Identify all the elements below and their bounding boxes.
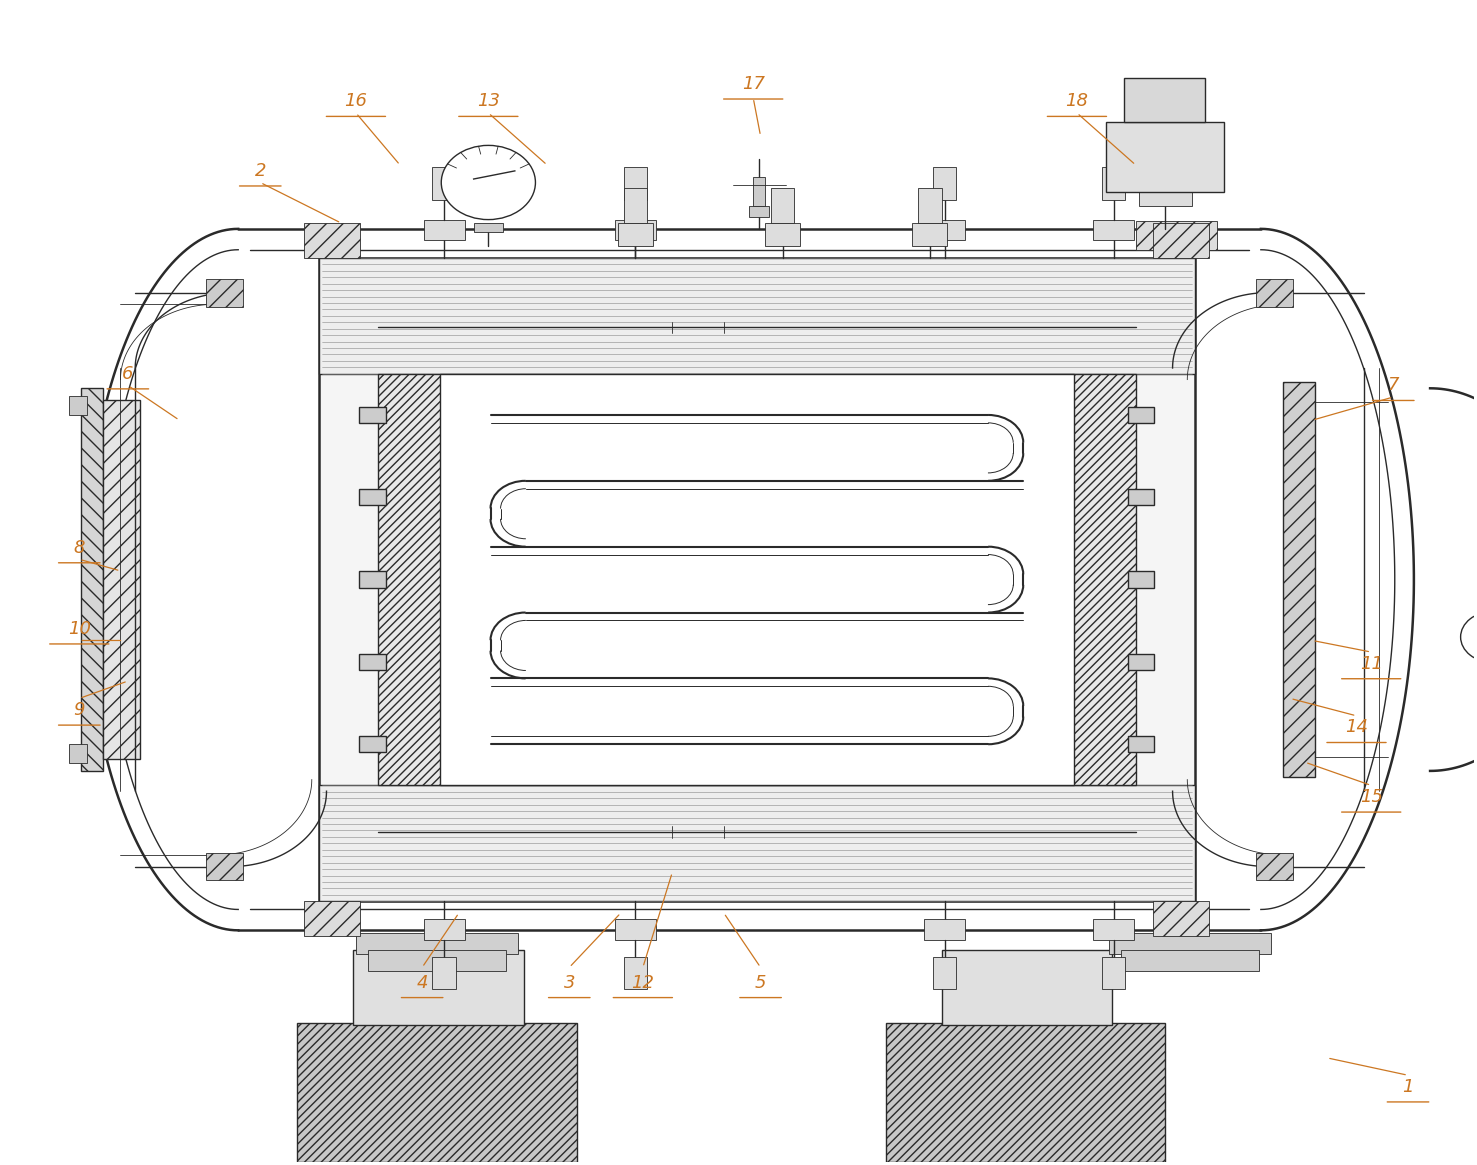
- Bar: [1109, 933, 1272, 953]
- Bar: [1284, 382, 1316, 777]
- Bar: [1102, 956, 1125, 989]
- Bar: [205, 278, 242, 306]
- Bar: [1154, 902, 1210, 937]
- Bar: [359, 407, 385, 423]
- Bar: [1074, 374, 1136, 785]
- Text: 17: 17: [741, 75, 765, 93]
- Bar: [1257, 853, 1294, 881]
- Bar: [941, 949, 1112, 1025]
- Circle shape: [442, 146, 536, 219]
- Bar: [359, 736, 385, 753]
- Text: 4: 4: [417, 974, 428, 991]
- Bar: [103, 400, 140, 760]
- Bar: [614, 219, 656, 240]
- Circle shape: [1461, 612, 1477, 663]
- Bar: [297, 1023, 576, 1163]
- Bar: [1128, 407, 1155, 423]
- Bar: [1139, 192, 1192, 206]
- Bar: [440, 374, 1074, 785]
- Text: 3: 3: [564, 974, 575, 991]
- Bar: [623, 168, 647, 200]
- Bar: [304, 902, 360, 937]
- Bar: [304, 223, 360, 257]
- Text: 10: 10: [68, 620, 90, 638]
- Bar: [623, 956, 647, 989]
- Text: 15: 15: [1360, 788, 1382, 806]
- Bar: [433, 168, 456, 200]
- Bar: [1128, 736, 1155, 753]
- Bar: [614, 919, 656, 940]
- Bar: [205, 853, 242, 881]
- Text: 18: 18: [1065, 92, 1089, 111]
- Bar: [1106, 122, 1224, 192]
- Bar: [617, 223, 653, 246]
- Bar: [1093, 919, 1134, 940]
- Bar: [359, 654, 385, 670]
- Bar: [1136, 220, 1217, 249]
- Bar: [356, 933, 518, 953]
- Bar: [933, 168, 956, 200]
- Bar: [1128, 654, 1155, 670]
- Bar: [353, 949, 524, 1025]
- Text: 16: 16: [344, 92, 368, 111]
- Bar: [319, 785, 1195, 902]
- Bar: [424, 219, 465, 240]
- Bar: [359, 572, 385, 587]
- Bar: [1128, 572, 1155, 587]
- Bar: [1121, 949, 1260, 970]
- Bar: [378, 374, 1136, 785]
- Text: 5: 5: [755, 974, 767, 991]
- Bar: [749, 206, 770, 218]
- Bar: [623, 189, 647, 223]
- Bar: [1257, 278, 1294, 306]
- Bar: [771, 189, 795, 223]
- Text: 12: 12: [631, 974, 654, 991]
- Text: 1: 1: [1402, 1078, 1413, 1096]
- Text: 2: 2: [254, 162, 266, 179]
- Bar: [933, 956, 956, 989]
- Bar: [765, 223, 801, 246]
- Bar: [1124, 78, 1205, 122]
- Bar: [474, 223, 504, 232]
- Text: 11: 11: [1360, 655, 1382, 672]
- Bar: [359, 489, 385, 506]
- Bar: [1154, 223, 1210, 257]
- Bar: [1093, 219, 1134, 240]
- Bar: [69, 396, 87, 415]
- Bar: [925, 919, 964, 940]
- Bar: [368, 949, 507, 970]
- Bar: [319, 257, 1195, 902]
- Bar: [925, 219, 964, 240]
- Text: 9: 9: [74, 701, 86, 719]
- Bar: [913, 223, 947, 246]
- Bar: [919, 189, 941, 223]
- Bar: [424, 919, 465, 940]
- Bar: [1128, 489, 1155, 506]
- Bar: [378, 374, 440, 785]
- Text: 8: 8: [74, 538, 86, 557]
- Text: 13: 13: [477, 92, 499, 111]
- Bar: [753, 177, 765, 206]
- Bar: [81, 388, 103, 771]
- Bar: [886, 1023, 1165, 1163]
- Bar: [433, 956, 456, 989]
- Text: 7: 7: [1387, 376, 1399, 395]
- Bar: [1102, 168, 1125, 200]
- Text: 6: 6: [123, 365, 133, 383]
- Bar: [319, 257, 1195, 374]
- Text: 14: 14: [1346, 719, 1368, 736]
- Bar: [69, 744, 87, 763]
